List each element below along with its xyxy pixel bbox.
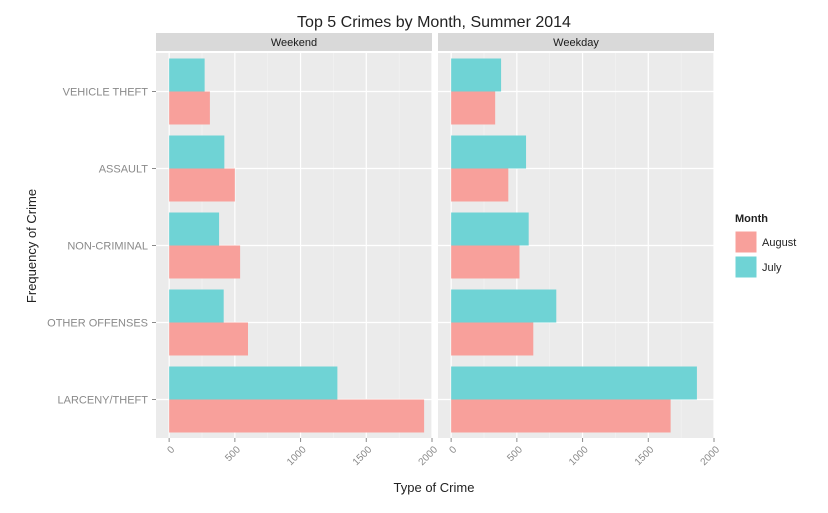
bar-weekend-august-non-criminal: [169, 245, 241, 279]
bar-weekend-august-assault: [169, 168, 235, 202]
legend: Month August July: [734, 213, 796, 279]
legend-label-august: August: [762, 237, 796, 249]
tick-label-weekday-1000: 1000: [567, 444, 591, 468]
bar-weekday-july-larceny-theft: [451, 366, 697, 400]
bar-weekday-july-assault: [451, 135, 527, 169]
tick-label-weekend-1000: 1000: [285, 444, 309, 468]
tick-label-weekday-500: 500: [505, 444, 525, 464]
bar-weekend-july-non-criminal: [169, 212, 220, 246]
category-label-vehicle-theft: VEHICLE THEFT: [63, 87, 149, 99]
category-label-assault: ASSAULT: [99, 164, 149, 176]
bar-weekend-august-larceny-theft: [169, 399, 425, 433]
bar-weekday-august-assault: [451, 168, 509, 202]
category-axis: VEHICLE THEFT ASSAULT NON-CRIMINAL OTHER OF…: [47, 87, 156, 407]
tick-label-weekday-2000: 2000: [699, 444, 723, 468]
strip-weekend: [156, 33, 432, 51]
legend-label-july: July: [762, 262, 782, 274]
tick-label-weekend-2000: 2000: [417, 444, 441, 468]
y-axis-title: Frequency of Crime: [24, 189, 39, 303]
bar-weekday-july-non-criminal: [451, 212, 529, 246]
chart-title: Top 5 Crimes by Month, Summer 2014: [297, 14, 571, 31]
tick-label-weekday-0: 0: [447, 444, 459, 456]
bar-weekend-august-other-offenses: [169, 322, 248, 356]
legend-title: Month: [735, 213, 768, 225]
bar-weekday-july-other-offenses: [451, 289, 557, 323]
bar-weekend-july-assault: [169, 135, 225, 169]
bar-weekend-august-vehicle-theft: [169, 91, 210, 125]
category-label-other-offenses: OTHER OFFENSES: [47, 318, 148, 330]
category-label-non-criminal: NON-CRIMINAL: [67, 241, 148, 253]
bar-weekday-august-other-offenses: [451, 322, 534, 356]
tick-label-weekday-1500: 1500: [633, 444, 657, 468]
x-axis-title: Type of Crime: [394, 480, 475, 495]
panel-weekend: Weekend: [156, 33, 433, 438]
bar-weekday-july-vehicle-theft: [451, 58, 502, 92]
bar-weekday-august-vehicle-theft: [451, 91, 496, 125]
legend-key-july: [734, 255, 758, 279]
strip-label-weekday: Weekday: [553, 37, 599, 49]
panel-weekday: Weekday: [438, 33, 715, 438]
tick-label-weekend-1500: 1500: [351, 444, 375, 468]
category-label-larceny-theft: LARCENY/THEFT: [58, 395, 149, 407]
strip-weekday: [438, 33, 714, 51]
bar-weekend-july-other-offenses: [169, 289, 224, 323]
tick-label-weekend-0: 0: [165, 444, 177, 456]
legend-key-august: [734, 230, 758, 254]
bar-weekend-july-larceny-theft: [169, 366, 338, 400]
strip-label-weekend: Weekend: [271, 37, 317, 49]
bar-weekday-august-non-criminal: [451, 245, 520, 279]
bar-weekend-july-vehicle-theft: [169, 58, 205, 92]
bar-weekday-august-larceny-theft: [451, 399, 671, 433]
value-axis: 0 500 1000 1500 2000 0 500 1000 1500 2000: [165, 438, 722, 468]
tick-label-weekend-500: 500: [223, 444, 243, 464]
